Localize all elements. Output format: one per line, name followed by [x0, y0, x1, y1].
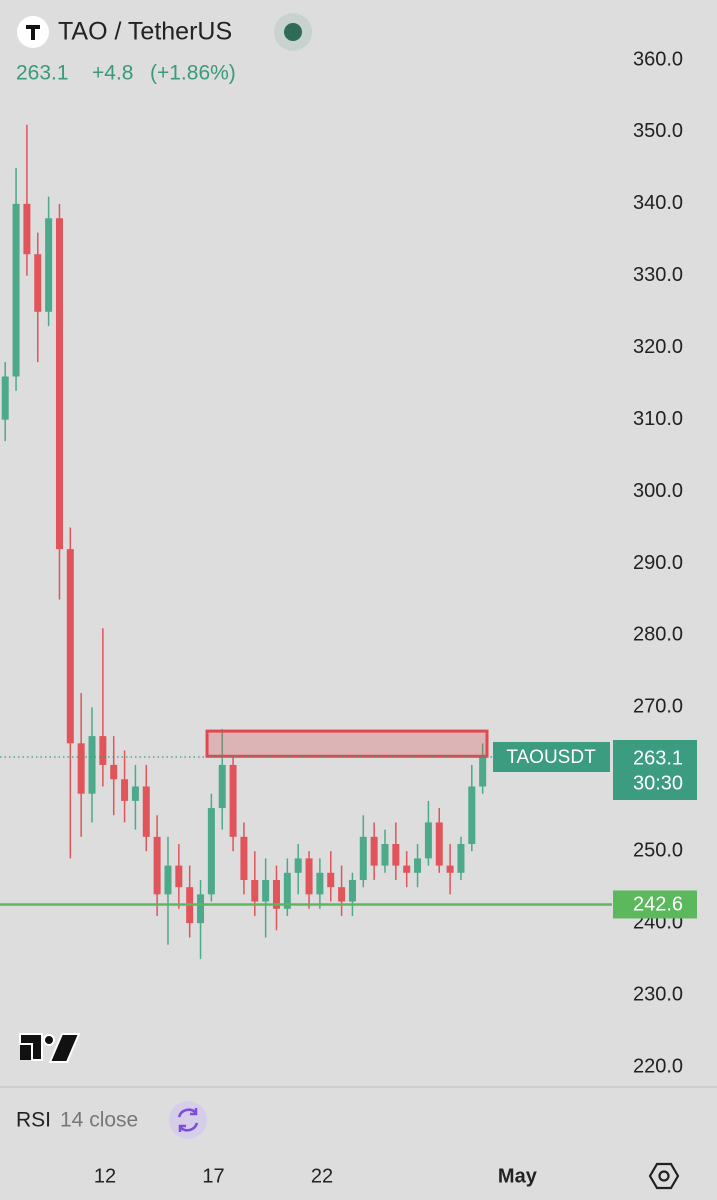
plot: 220.0230.0240.0250.0260.0270.0280.0290.0… [0, 48, 697, 1187]
indicator-button[interactable] [169, 1101, 207, 1139]
y-tick-label: 330.0 [633, 264, 683, 286]
candle-body [175, 865, 183, 888]
candle-body [153, 836, 161, 895]
support-tag-label: 242.6 [633, 894, 683, 916]
y-tick-label: 320.0 [633, 336, 683, 358]
candle-body [435, 822, 443, 866]
y-tick-label: 280.0 [633, 624, 683, 646]
candle-body [381, 844, 389, 866]
candle-body [110, 764, 118, 780]
candle-body [283, 872, 291, 909]
candle-body [403, 865, 411, 873]
candle-body [77, 743, 85, 794]
candle-body [207, 808, 215, 895]
symbol-title: TAO / TetherUS [58, 18, 232, 46]
candle-body [99, 736, 107, 765]
candle-body [218, 764, 226, 809]
candle-body [1, 376, 9, 420]
candle-body [392, 844, 400, 866]
candle-body [12, 203, 20, 377]
support-tag [613, 890, 697, 919]
candle-body [370, 836, 378, 866]
zone-rect [205, 729, 489, 758]
y-tick-label: 340.0 [633, 192, 683, 214]
x-tick-label: 22 [311, 1165, 333, 1187]
y-tick-label: 310.0 [633, 408, 683, 430]
y-tick-label: 220.0 [633, 1055, 683, 1077]
candle-body [294, 858, 302, 873]
y-tick-label: 230.0 [633, 983, 683, 1005]
candle-body [446, 865, 454, 873]
candle-body [305, 858, 313, 895]
candle-body [34, 254, 42, 312]
candle-body [424, 822, 432, 859]
candle-body [338, 887, 346, 902]
indicator-name: RSI [16, 1109, 51, 1132]
y-tick-label: 360.0 [633, 48, 683, 70]
candle-body [131, 786, 139, 801]
candle-body [468, 786, 476, 845]
indicator-params: 14 close [60, 1109, 138, 1132]
y-tick-label: 300.0 [633, 480, 683, 502]
symbol-icon-glyph [26, 25, 40, 40]
candle-body [316, 872, 324, 895]
x-tick-label: 12 [94, 1165, 116, 1187]
settings-button[interactable] [648, 1162, 680, 1190]
candle-body [414, 858, 422, 873]
candle-body [164, 865, 172, 895]
price-tag-label: 263.1 [633, 747, 683, 769]
tv-logo [19, 1033, 81, 1063]
candle-body [197, 894, 205, 924]
y-tick-label: 250.0 [633, 839, 683, 861]
candle-body [23, 203, 31, 255]
symbol-tag [493, 741, 610, 772]
symbol-tag-label: TAOUSDT [506, 747, 596, 768]
x-tick-label: 17 [202, 1165, 224, 1187]
countdown-label: 30:30 [633, 772, 683, 794]
candle-body [45, 218, 53, 312]
candle-body [229, 764, 237, 837]
candle-body [457, 844, 465, 873]
candle-body [66, 549, 74, 744]
candle-body [251, 879, 259, 902]
price-tag [613, 739, 697, 800]
candle-body [240, 836, 248, 880]
candle-body [359, 836, 367, 880]
candle-body [479, 756, 487, 787]
candle-body [327, 872, 335, 888]
header-price: 263.1 [16, 62, 69, 85]
header-change-pct: (+1.86%) [150, 62, 236, 85]
status-dot [284, 23, 302, 41]
candle-body [348, 879, 356, 902]
x-tick-label: May [498, 1165, 538, 1187]
header-change: +4.8 [92, 62, 133, 85]
y-tick-label: 350.0 [633, 120, 683, 142]
candle-body [272, 879, 280, 909]
candle-body [121, 779, 129, 801]
y-tick-label: 290.0 [633, 552, 683, 574]
candle-body [55, 218, 63, 550]
candle-body [88, 736, 96, 794]
candle-body [142, 786, 150, 837]
candle-body [262, 879, 270, 902]
y-tick-label: 270.0 [633, 696, 683, 718]
